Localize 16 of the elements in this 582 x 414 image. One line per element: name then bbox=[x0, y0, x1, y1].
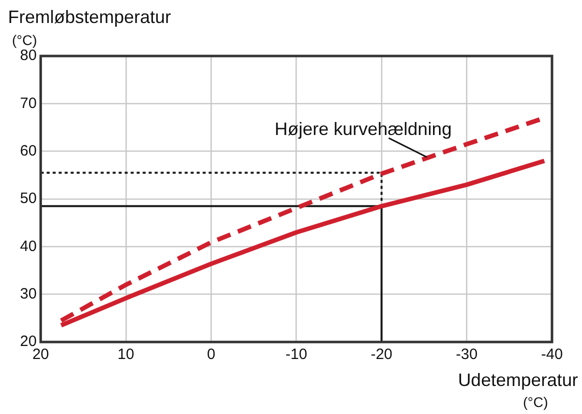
y-axis-title: Fremløbstemperatur (°C) bbox=[8, 7, 172, 48]
y-tick-label: 80 bbox=[20, 47, 37, 64]
x-tick-label: -20 bbox=[370, 346, 392, 364]
y-tick-label: 30 bbox=[20, 285, 37, 302]
x-axis-title: Udetemperatur (°C) bbox=[458, 370, 578, 410]
x-tick-label: 0 bbox=[206, 346, 216, 364]
x-tick-label: -40 bbox=[541, 346, 563, 364]
x-tick-label: 20 bbox=[32, 346, 50, 364]
x-tick-label: -30 bbox=[456, 346, 478, 364]
x-tick-label: 10 bbox=[118, 346, 134, 364]
y-tick-label: 40 bbox=[20, 238, 37, 255]
y-tick-label: 70 bbox=[20, 94, 37, 112]
x-tick-label: -10 bbox=[286, 346, 308, 364]
y-tick-label: 50 bbox=[20, 190, 37, 208]
y-tick-label: 60 bbox=[20, 142, 37, 160]
annotation: Højere kurvehældning bbox=[274, 119, 452, 140]
